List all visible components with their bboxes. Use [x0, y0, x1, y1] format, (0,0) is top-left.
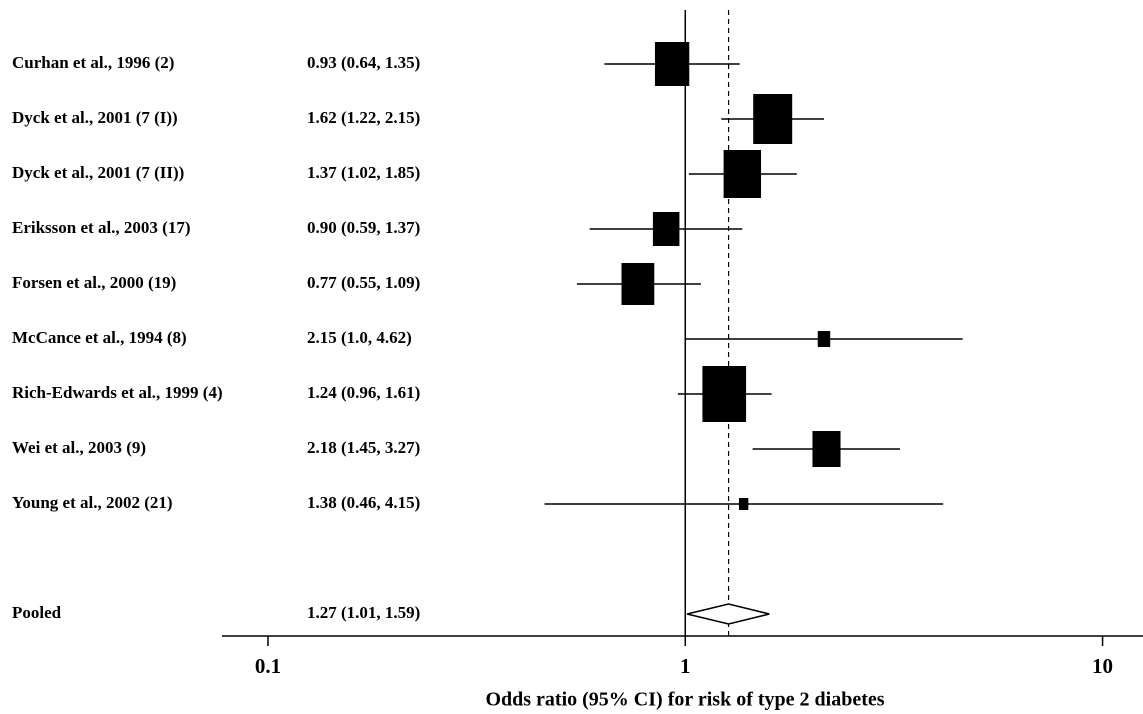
ci-label: 2.18 (1.45, 3.27) — [307, 438, 420, 457]
point-estimate — [812, 431, 841, 467]
point-estimate — [652, 212, 680, 246]
study-label: Curhan et al., 1996 (2) — [12, 53, 174, 72]
point-estimate — [817, 331, 831, 347]
pooled-label: Pooled — [12, 603, 62, 622]
x-tick-label: 1 — [680, 654, 691, 678]
point-estimate — [723, 150, 762, 198]
ci-label: 1.38 (0.46, 4.15) — [307, 493, 420, 512]
study-label: Dyck et al., 2001 (7 (II)) — [12, 163, 184, 182]
study-label: Rich-Edwards et al., 1999 (4) — [12, 383, 223, 402]
study-label: Forsen et al., 2000 (19) — [12, 273, 176, 292]
point-estimate — [738, 498, 749, 510]
ci-label: 2.15 (1.0, 4.62) — [307, 328, 412, 347]
study-label: Dyck et al., 2001 (7 (I)) — [12, 108, 178, 127]
ci-label: 0.93 (0.64, 1.35) — [307, 53, 420, 72]
ci-label: 1.62 (1.22, 2.15) — [307, 108, 420, 127]
x-tick-label: 10 — [1092, 654, 1113, 678]
point-estimate — [621, 263, 655, 305]
point-estimate — [753, 94, 793, 144]
x-tick-label: 0.1 — [255, 654, 281, 678]
x-axis-label: Odds ratio (95% CI) for risk of type 2 d… — [485, 689, 884, 711]
pooled-diamond — [686, 603, 770, 625]
ci-label: 1.37 (1.02, 1.85) — [307, 163, 420, 182]
point-estimate — [702, 366, 747, 422]
ci-label: 0.90 (0.59, 1.37) — [307, 218, 420, 237]
study-label: Wei et al., 2003 (9) — [12, 438, 146, 457]
study-label: Eriksson et al., 2003 (17) — [12, 218, 191, 237]
study-label: Young et al., 2002 (21) — [12, 493, 173, 512]
ci-label: 0.77 (0.55, 1.09) — [307, 273, 420, 292]
study-label: McCance et al., 1994 (8) — [12, 328, 187, 347]
ci-label: 1.24 (0.96, 1.61) — [307, 383, 420, 402]
pooled-ci-label: 1.27 (1.01, 1.59) — [307, 603, 420, 622]
point-estimate — [654, 42, 690, 86]
